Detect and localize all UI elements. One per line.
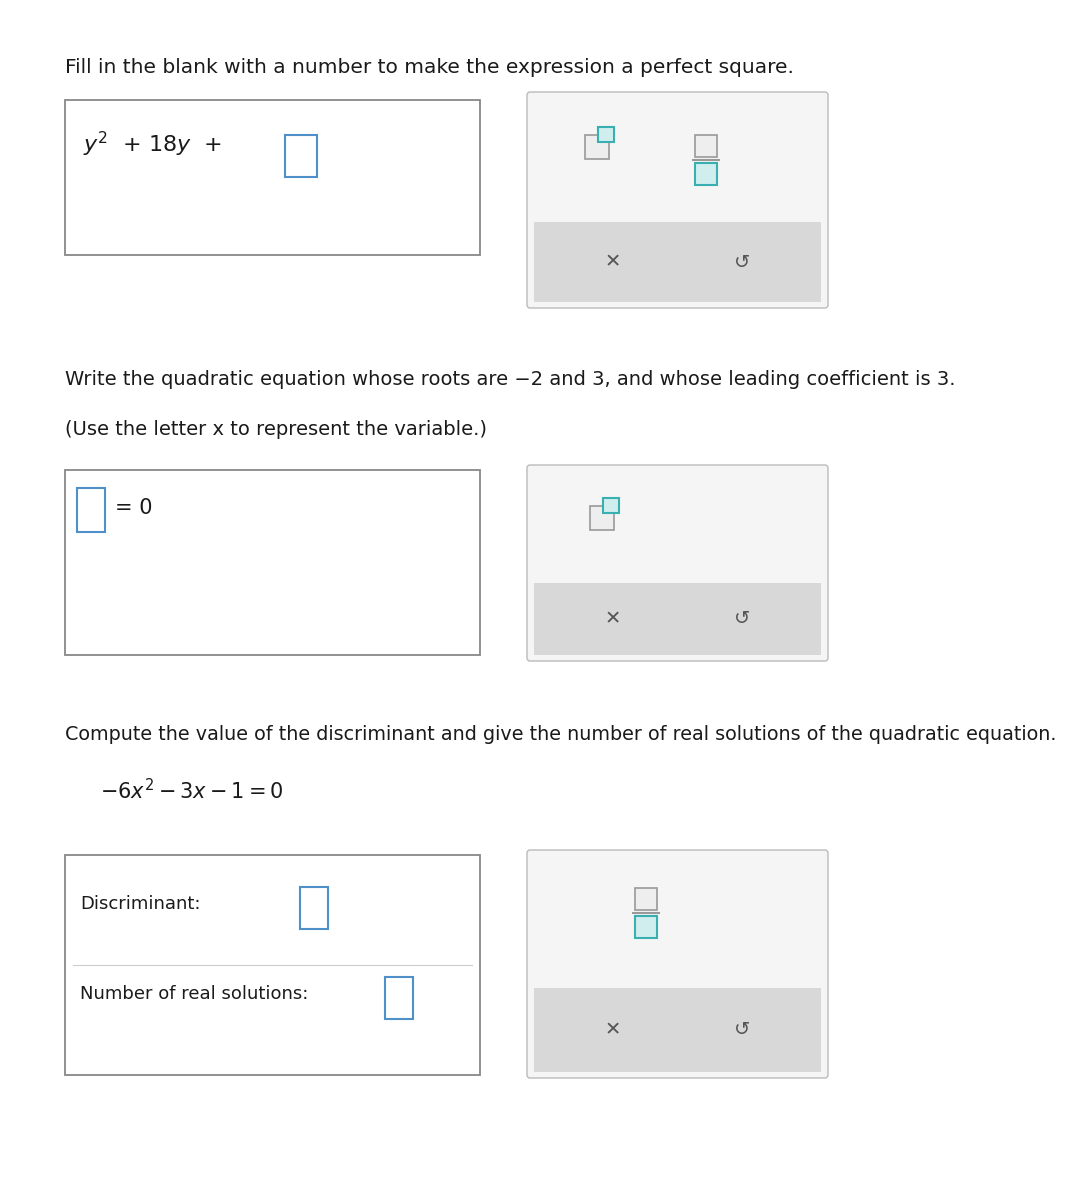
- Text: = 0: = 0: [115, 498, 153, 518]
- FancyBboxPatch shape: [585, 134, 609, 158]
- Text: ↺: ↺: [735, 610, 751, 629]
- FancyBboxPatch shape: [635, 916, 657, 938]
- Text: ✕: ✕: [604, 610, 620, 629]
- FancyBboxPatch shape: [695, 163, 717, 185]
- Text: $-6x^2-3x-1=0$: $-6x^2-3x-1=0$: [100, 778, 283, 803]
- FancyBboxPatch shape: [527, 850, 828, 1078]
- FancyBboxPatch shape: [590, 506, 614, 530]
- FancyBboxPatch shape: [65, 470, 480, 655]
- Text: ✕: ✕: [604, 1020, 620, 1039]
- FancyBboxPatch shape: [635, 888, 657, 910]
- Text: Discriminant:: Discriminant:: [80, 895, 200, 913]
- Text: Compute the value of the discriminant and give the number of real solutions of t: Compute the value of the discriminant an…: [65, 725, 1057, 744]
- Text: ↺: ↺: [735, 253, 751, 271]
- FancyBboxPatch shape: [527, 92, 828, 308]
- FancyBboxPatch shape: [695, 134, 717, 157]
- FancyBboxPatch shape: [534, 988, 821, 1072]
- Text: (Use the letter x to represent the variable.): (Use the letter x to represent the varia…: [65, 420, 487, 439]
- Text: ↺: ↺: [735, 1020, 751, 1039]
- FancyBboxPatch shape: [65, 100, 480, 254]
- FancyBboxPatch shape: [300, 887, 328, 929]
- FancyBboxPatch shape: [534, 222, 821, 302]
- Text: Number of real solutions:: Number of real solutions:: [80, 985, 308, 1003]
- Text: Write the quadratic equation whose roots are −2 and 3, and whose leading coeffic: Write the quadratic equation whose roots…: [65, 370, 955, 389]
- FancyBboxPatch shape: [384, 977, 412, 1019]
- Text: $y^2$  + 18$y$  +: $y^2$ + 18$y$ +: [83, 130, 222, 160]
- FancyBboxPatch shape: [603, 498, 619, 514]
- FancyBboxPatch shape: [527, 464, 828, 661]
- Text: ✕: ✕: [604, 253, 620, 271]
- FancyBboxPatch shape: [65, 854, 480, 1075]
- FancyBboxPatch shape: [76, 488, 104, 532]
- FancyBboxPatch shape: [285, 134, 317, 176]
- FancyBboxPatch shape: [534, 583, 821, 655]
- Text: Fill in the blank with a number to make the expression a perfect square.: Fill in the blank with a number to make …: [65, 58, 794, 77]
- FancyBboxPatch shape: [598, 126, 614, 142]
